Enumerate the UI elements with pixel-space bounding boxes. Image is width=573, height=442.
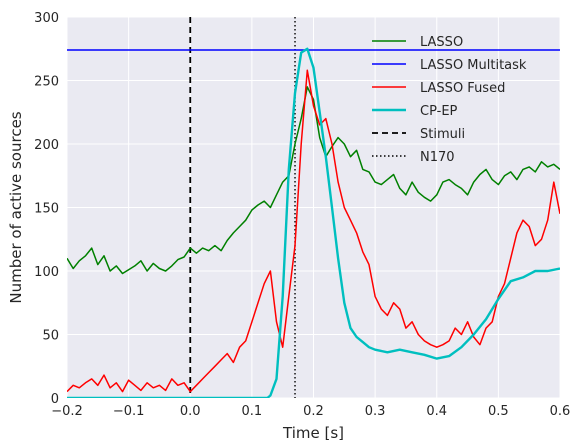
- x-tick-label: −0.2: [51, 404, 83, 419]
- y-axis-label: Number of active sources: [7, 111, 25, 303]
- legend-label-lasso-multitask: LASSO Multitask: [420, 58, 527, 73]
- x-tick-label: 0.4: [426, 404, 447, 419]
- x-tick-label: 0.5: [488, 404, 509, 419]
- legend-label-cp-ep: CP-EP: [420, 104, 458, 119]
- x-tick-label: 0.2: [303, 404, 324, 419]
- y-tick-labels: 0 50 100 150 200 250 300: [34, 11, 59, 407]
- y-tick-label: 150: [34, 202, 59, 217]
- x-tick-label: 0.1: [242, 404, 263, 419]
- legend: LASSO LASSO Multitask LASSO Fused CP-EP Stim…: [372, 35, 527, 165]
- y-tick-label: 250: [34, 75, 59, 90]
- x-tick-label: 0.0: [180, 404, 201, 419]
- legend-label-n170: N170: [420, 150, 455, 165]
- y-tick-label: 0: [51, 392, 59, 407]
- y-tick-label: 50: [42, 329, 59, 344]
- x-tick-label: −0.1: [113, 404, 145, 419]
- y-tick-label: 200: [34, 138, 59, 153]
- y-tick-label: 300: [34, 11, 59, 26]
- series-lasso-fused-line: [67, 69, 560, 393]
- legend-label-stimuli: Stimuli: [420, 127, 465, 142]
- x-tick-label: 0.3: [365, 404, 386, 419]
- series-lines: [67, 17, 560, 398]
- y-tick-label: 100: [34, 265, 59, 280]
- legend-label-lasso: LASSO: [420, 35, 463, 50]
- x-tick-labels: −0.2 −0.1 0.0 0.1 0.2 0.3 0.4 0.5 0.6: [51, 404, 570, 419]
- legend-label-lasso-fused: LASSO Fused: [420, 81, 505, 96]
- series-lasso-line: [67, 86, 560, 275]
- x-tick-label: 0.6: [550, 404, 571, 419]
- series-cp-ep-line: [67, 47, 560, 398]
- x-axis-label: Time [s]: [282, 424, 344, 442]
